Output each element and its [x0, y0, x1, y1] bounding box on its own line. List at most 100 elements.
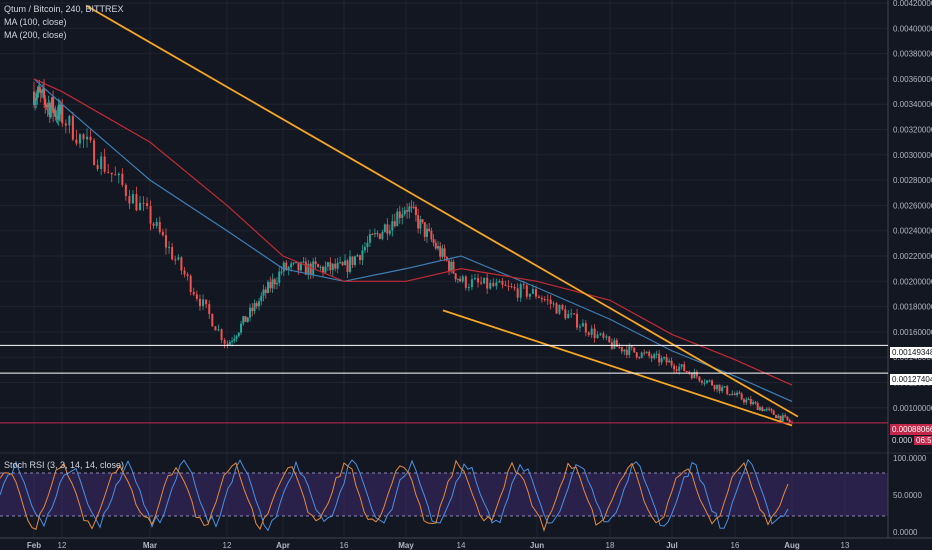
price-tick-label: 0.00260000: [893, 201, 932, 210]
candle-body: [189, 275, 192, 292]
candle-body: [208, 304, 211, 315]
candle-body: [599, 333, 602, 335]
candle-body: [510, 286, 513, 288]
candle-body: [467, 287, 470, 289]
candle-body: [235, 336, 238, 339]
candle-body: [534, 289, 537, 297]
price-tick-label: 0.00100000: [893, 404, 932, 413]
candle-body: [152, 223, 155, 226]
candle-body: [205, 299, 208, 305]
candle-body: [383, 224, 386, 233]
price-tick-label: 0.00280000: [893, 176, 932, 185]
candle-body: [570, 313, 573, 315]
candle-body: [376, 233, 379, 235]
candle-body: [638, 357, 641, 359]
candle-body: [131, 194, 134, 204]
candle-body: [537, 296, 540, 298]
candle-body: [665, 357, 668, 363]
candle-body: [486, 277, 489, 289]
candle-body: [59, 104, 62, 115]
candle-body: [231, 340, 234, 342]
candle-body: [615, 340, 618, 347]
candle-body: [55, 116, 58, 118]
lower-trendline: [442, 309, 793, 427]
candle-body: [721, 387, 724, 392]
candle-body: [711, 380, 714, 386]
candle-body: [477, 278, 480, 283]
candle-body: [549, 299, 552, 304]
candle-body: [295, 261, 298, 263]
price-tick-label: 0.00200000: [893, 277, 932, 286]
candle-body: [220, 329, 223, 341]
candle-body: [34, 100, 37, 105]
candle-body: [412, 206, 415, 208]
candle-body: [246, 317, 249, 322]
time-tick-label: Mar: [143, 541, 157, 550]
candle-body: [680, 364, 683, 367]
candle-body: [228, 341, 231, 345]
candle-body: [628, 346, 631, 356]
candle-body: [685, 371, 688, 373]
candle-body: [287, 267, 290, 270]
candle-body: [93, 140, 96, 165]
candle-body: [406, 210, 409, 212]
candle-body: [428, 228, 431, 231]
candle-body: [740, 393, 743, 400]
time-tick-label: 16: [340, 541, 349, 550]
candle-body: [46, 105, 49, 108]
candle-body: [765, 408, 768, 410]
price-tick-label: 0.00320000: [893, 126, 932, 135]
candle-body: [53, 109, 56, 113]
ma200-legend: MA (200, close): [4, 30, 67, 40]
candle-body: [149, 205, 152, 224]
candle-body: [35, 98, 38, 101]
candle-body: [448, 260, 451, 271]
candle-body: [519, 284, 522, 298]
candle-body: [581, 323, 584, 327]
candle-body: [421, 219, 424, 223]
candle-body: [439, 246, 442, 257]
candle-body: [742, 399, 745, 403]
candle-body: [233, 338, 236, 341]
candle-body: [226, 343, 229, 345]
candle-body: [285, 262, 288, 270]
candle-body: [623, 349, 626, 352]
candle-body: [423, 222, 426, 237]
candle-body: [378, 233, 381, 239]
candle-body: [640, 352, 643, 358]
candle-body: [40, 90, 43, 93]
candle-body: [299, 262, 302, 271]
candle-body: [71, 116, 74, 140]
candle-body: [605, 336, 608, 338]
candle-body: [334, 263, 337, 269]
candle-body: [675, 369, 678, 371]
candle-body: [693, 371, 696, 379]
candle-body: [578, 326, 581, 328]
candle-body: [723, 386, 726, 388]
candle-body: [57, 104, 60, 120]
stoch-rsi-legend: Stoch RSI (3, 3, 14, 14, close): [4, 460, 125, 470]
candle-body: [558, 304, 561, 314]
candle-body: [745, 399, 748, 403]
candle-body: [319, 266, 322, 268]
candle-body: [718, 384, 721, 392]
candle-body: [371, 234, 374, 236]
candle-body: [774, 414, 777, 419]
time-tick-label: 14: [457, 541, 466, 550]
time-tick-label: 12: [223, 541, 232, 550]
candle-body: [89, 136, 92, 141]
candle-body: [786, 416, 789, 420]
candle-body: [396, 211, 399, 227]
candle-body: [752, 402, 755, 405]
candle-body: [309, 263, 312, 275]
candle-body: [573, 313, 576, 315]
candle-body: [158, 221, 161, 232]
candle-body: [756, 403, 759, 410]
time-tick-label: 16: [731, 541, 740, 550]
candle-body: [738, 392, 741, 394]
candle-body: [258, 301, 261, 307]
candle-body: [525, 285, 528, 297]
candle-body: [430, 230, 433, 240]
